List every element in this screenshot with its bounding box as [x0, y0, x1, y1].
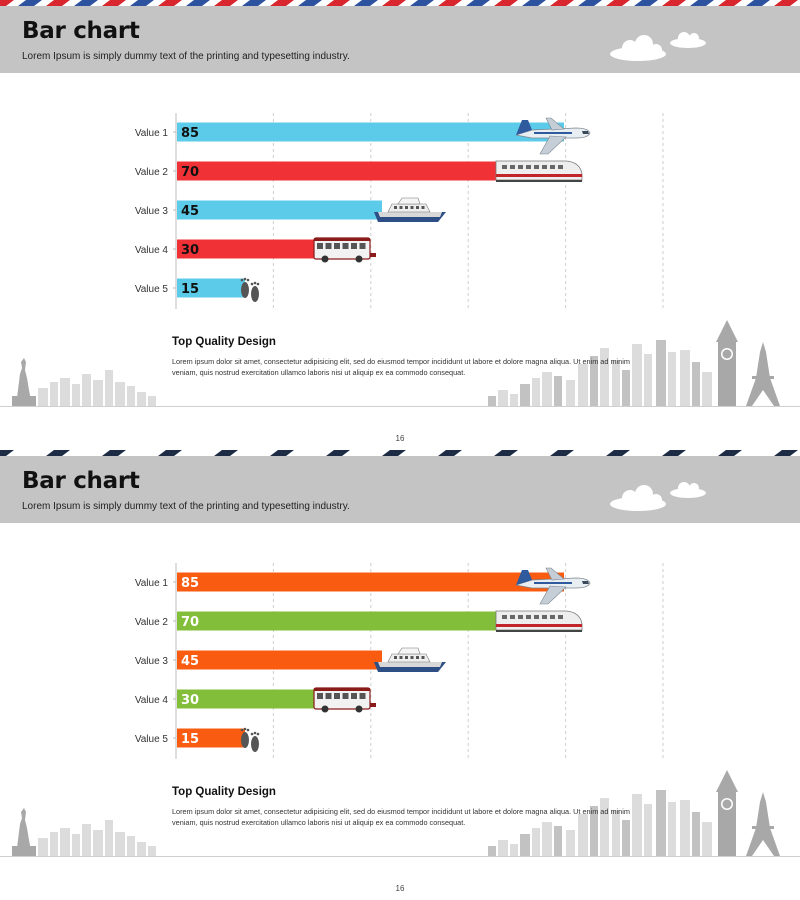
category-label: Value 4: [135, 245, 169, 256]
slide-2: Bar chart Lorem Ipsum is simply dummy te…: [0, 450, 800, 900]
bar-chart: Value 1 85 Value 2 70 Value 3 45 Value 4 30 Valu…: [135, 563, 664, 759]
ship-icon: [374, 647, 446, 672]
bar-chart: Value 1 85 Value 2 70 Value 3 45 Value 4 30 Valu…: [135, 113, 664, 309]
bar: [177, 161, 496, 181]
bar: [177, 239, 314, 259]
bus-icon: [313, 237, 376, 263]
data-label: 30: [181, 243, 199, 258]
clouds-icon: [610, 482, 706, 511]
data-label: 70: [181, 165, 199, 180]
page-number: 16: [395, 434, 405, 443]
data-label: 15: [181, 282, 199, 297]
footprints-icon: [240, 277, 260, 302]
page-title: Bar chart: [22, 468, 140, 494]
data-label: 45: [181, 204, 199, 219]
airmail-stripe: [0, 0, 800, 6]
page-number: 16: [395, 884, 405, 893]
description-body: Lorem ipsum dolor sit amet, consectetur …: [172, 357, 630, 377]
clouds-icon: [610, 32, 706, 61]
bar: [177, 278, 245, 298]
bar: [177, 572, 564, 592]
description-title: Top Quality Design: [172, 786, 276, 798]
divider: [0, 406, 800, 407]
bar: [177, 689, 314, 709]
data-label: 70: [181, 615, 199, 630]
bus-icon: [313, 687, 376, 713]
ship-icon: [374, 197, 446, 222]
airmail-stripe: [0, 450, 800, 456]
data-label: 15: [181, 732, 199, 747]
bar: [177, 122, 564, 142]
category-label: Value 5: [135, 734, 169, 745]
data-label: 30: [181, 693, 199, 708]
category-label: Value 4: [135, 695, 169, 706]
category-label: Value 2: [135, 617, 169, 628]
train-icon: [495, 160, 583, 182]
category-label: Value 1: [135, 128, 169, 139]
data-label: 85: [181, 576, 199, 591]
city-skyline-icon: [12, 770, 780, 856]
category-label: Value 5: [135, 284, 169, 295]
data-label: 45: [181, 654, 199, 669]
category-label: Value 3: [135, 656, 169, 667]
divider: [0, 856, 800, 857]
city-skyline-icon: [12, 320, 780, 406]
description-body: Lorem ipsum dolor sit amet, consectetur …: [172, 807, 630, 827]
footprints-icon: [240, 727, 260, 752]
bar: [177, 611, 496, 631]
category-label: Value 2: [135, 167, 169, 178]
header-band: Bar chart Lorem Ipsum is simply dummy te…: [0, 6, 800, 73]
airplane-icon: [515, 117, 591, 155]
page-subtitle: Lorem Ipsum is simply dummy text of the …: [22, 501, 350, 512]
bar: [177, 200, 382, 220]
page-subtitle: Lorem Ipsum is simply dummy text of the …: [22, 51, 350, 62]
slide-1: Bar chart Lorem Ipsum is simply dummy te…: [0, 0, 800, 443]
category-label: Value 1: [135, 578, 169, 589]
train-icon: [495, 610, 583, 632]
page-title: Bar chart: [22, 18, 140, 44]
bar: [177, 650, 382, 670]
airplane-icon: [515, 567, 591, 605]
data-label: 85: [181, 126, 199, 141]
bar: [177, 728, 245, 748]
header-band: Bar chart Lorem Ipsum is simply dummy te…: [0, 456, 800, 523]
description-title: Top Quality Design: [172, 336, 276, 348]
category-label: Value 3: [135, 206, 169, 217]
